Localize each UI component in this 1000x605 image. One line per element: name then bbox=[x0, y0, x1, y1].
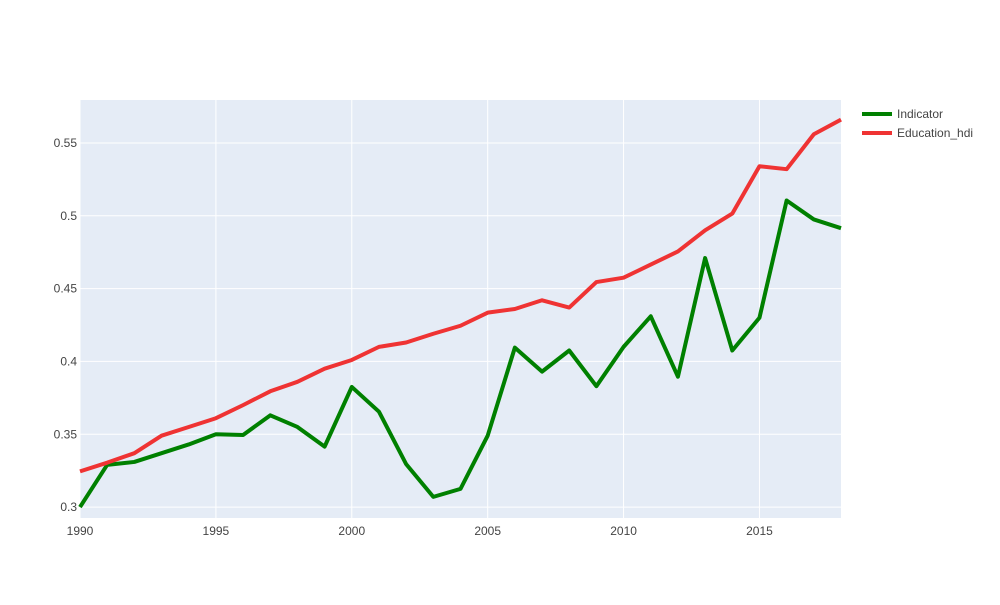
legend[interactable]: Indicator Education_hdi bbox=[862, 107, 973, 140]
y-tick-label: 0.35 bbox=[54, 427, 78, 441]
y-tick-label: 0.5 bbox=[60, 209, 77, 223]
x-tick-label: 2005 bbox=[474, 524, 501, 538]
legend-item[interactable]: Education_hdi bbox=[862, 126, 973, 140]
series-line-indicator[interactable] bbox=[78, 198, 842, 509]
x-tick-label: 2010 bbox=[610, 524, 637, 538]
x-tick-label: 2015 bbox=[746, 524, 773, 538]
y-tick-label: 0.4 bbox=[60, 354, 77, 368]
x-tick-label: 2000 bbox=[338, 524, 365, 538]
x-tick-label: 1990 bbox=[67, 524, 94, 538]
x-tick-label: 1995 bbox=[203, 524, 230, 538]
legend-label: Indicator bbox=[897, 107, 943, 121]
y-tick-label: 0.45 bbox=[54, 282, 78, 296]
y-axis-ticks: 0.3 0.35 0.4 0.45 0.5 0.55 bbox=[54, 136, 78, 514]
y-tick-label: 0.55 bbox=[54, 136, 78, 150]
plot-background bbox=[80, 100, 841, 518]
legend-label: Education_hdi bbox=[897, 126, 973, 140]
series-line-education-hdi[interactable] bbox=[79, 117, 842, 474]
series-lines bbox=[78, 117, 842, 509]
y-tick-label: 0.3 bbox=[60, 500, 77, 514]
legend-item[interactable]: Indicator bbox=[862, 107, 943, 121]
x-axis-ticks: 1990 1995 2000 2005 2010 2015 bbox=[67, 524, 773, 538]
